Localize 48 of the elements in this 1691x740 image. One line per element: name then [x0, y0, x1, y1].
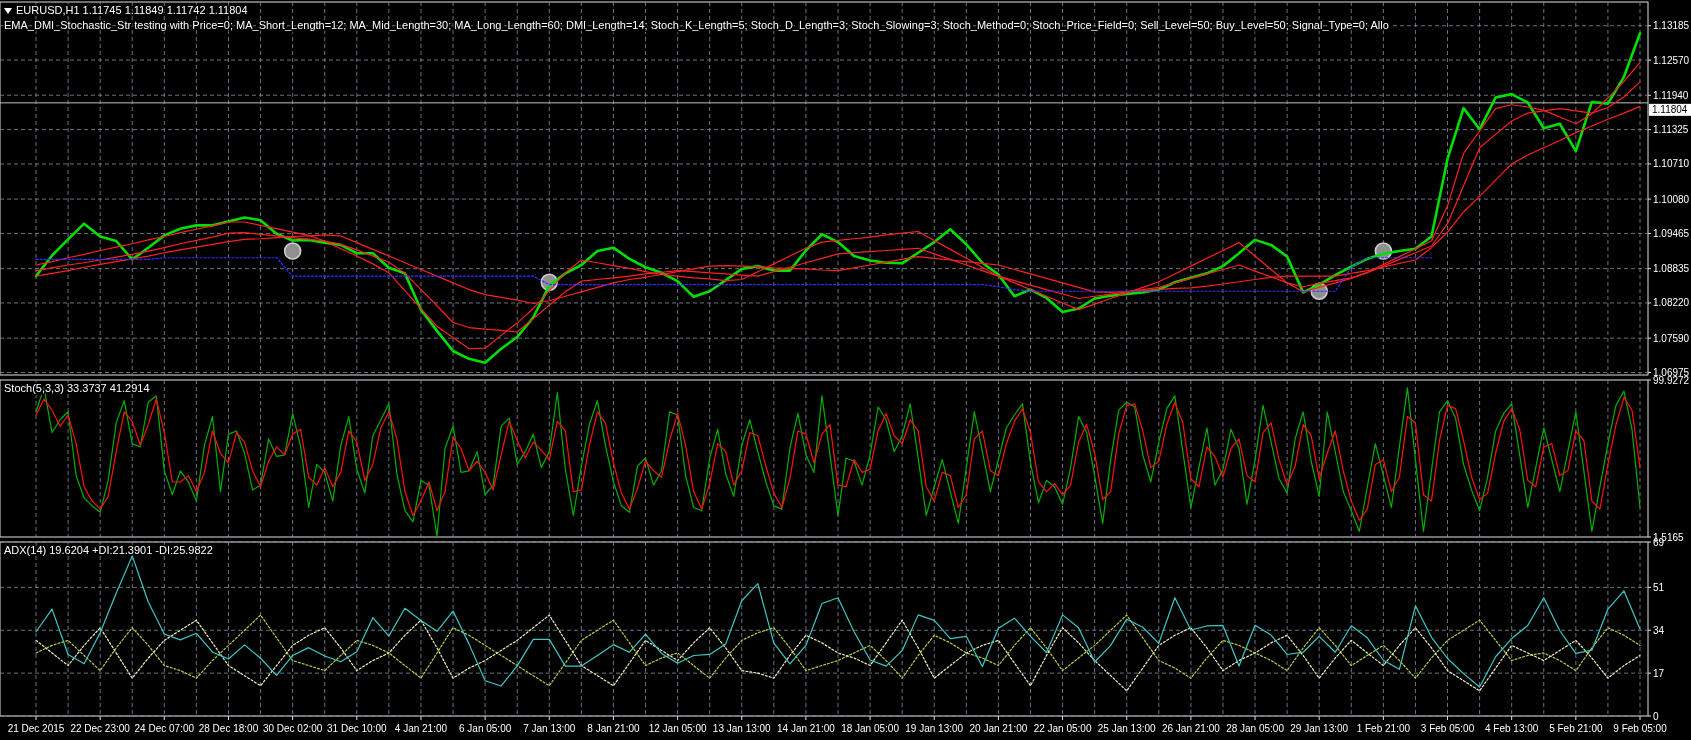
x-tick-label: 29 Jan 13:00	[1290, 723, 1349, 734]
x-tick-label: 13 Jan 13:00	[712, 723, 772, 734]
x-tick-label: 4 Feb 13:00	[1484, 723, 1539, 734]
x-tick-label: 7 Jan 13:00	[523, 723, 576, 734]
x-tick-label: 5 Feb 21:00	[1549, 723, 1603, 734]
y-tick-label: 1.10080	[1653, 193, 1690, 205]
x-tick-label: 22 Jan 05:00	[1033, 723, 1092, 734]
x-tick-label: 18 Jan 05:00	[841, 723, 900, 734]
x-tick-label: 9 Feb 05:00	[1613, 723, 1668, 734]
y-tick-label: 51	[1653, 581, 1665, 593]
line-series	[35, 396, 1641, 521]
ref-line-label: 1.11804	[1652, 104, 1688, 116]
y-tick-label: 1.13185	[1653, 20, 1690, 32]
x-tick-label: 25 Jan 13:00	[1097, 723, 1157, 734]
x-tick-label: 1 Feb 21:00	[1356, 723, 1411, 734]
x-tick-label: 19 Jan 13:00	[905, 723, 964, 734]
x-tick-label: 21 Dec 2015	[7, 723, 65, 734]
y-tick-label: 17	[1653, 667, 1665, 679]
x-tick-label: 24 Dec 07:00	[134, 723, 195, 734]
x-tick-label: 31 Dec 10:00	[327, 723, 387, 734]
chart-title: Stoch(5,3,3) 33.3737 41.2914	[4, 382, 150, 394]
y-tick-label: 1.08835	[1653, 263, 1690, 275]
y-tick-label: 1.09465	[1653, 227, 1690, 239]
x-tick-label: 3 Feb 05:00	[1420, 723, 1475, 734]
chart-title: ADX(14) 19.6204 +DI:21.3901 -DI:25.9822	[4, 544, 213, 556]
x-tick-label: 30 Dec 02:00	[262, 723, 323, 734]
x-tick-label: 28 Jan 05:00	[1226, 723, 1285, 734]
x-tick-label: 12 Jan 05:00	[648, 723, 707, 734]
y-tick-label: 1.07590	[1653, 332, 1690, 344]
x-tick-label: 6 Jan 05:00	[458, 723, 512, 734]
x-tick-label: 28 Dec 18:00	[198, 723, 259, 734]
x-tick-label: 4 Jan 21:00	[394, 723, 448, 734]
chart-title: EURUSD,H1 1.11745 1.11849 1.11742 1.11804	[16, 4, 248, 16]
x-tick-label: 26 Jan 21:00	[1161, 723, 1221, 734]
y-tick-label: 0	[1653, 710, 1659, 722]
x-tick-label: 22 Dec 23:00	[70, 723, 131, 734]
line-series	[35, 555, 1641, 688]
text: EMA_DMI_Stochastic_Str testing with Price=0; MA_Short_Length=12; MA_Mid_Length=30; MA_Long_Length=60; DMI_Length=14; Stoch_K_Length=5; Stoch_D_Length=3; Stoch_Slowing=3; Stoch_Method=0; Stoch_Price_Field=0; Sell_Level=50; Buy_Level=50; Signal_Type=0; Allo	[4, 19, 1389, 31]
y-tick-label: 1.12570	[1653, 54, 1690, 66]
x-tick-label: 20 Jan 21:00	[969, 723, 1028, 734]
x-tick-label: 8 Jan 21:00	[587, 723, 641, 734]
point	[283, 242, 302, 260]
y-tick-label: 1.11325	[1653, 124, 1689, 136]
y-tick-label: 34	[1653, 624, 1665, 636]
x-tick-label: 14 Jan 21:00	[777, 723, 836, 734]
y-tick-label: 1.10710	[1653, 158, 1690, 170]
y-tick-label: 1.11940	[1653, 89, 1689, 101]
y-tick-label: 1.08220	[1653, 297, 1690, 309]
